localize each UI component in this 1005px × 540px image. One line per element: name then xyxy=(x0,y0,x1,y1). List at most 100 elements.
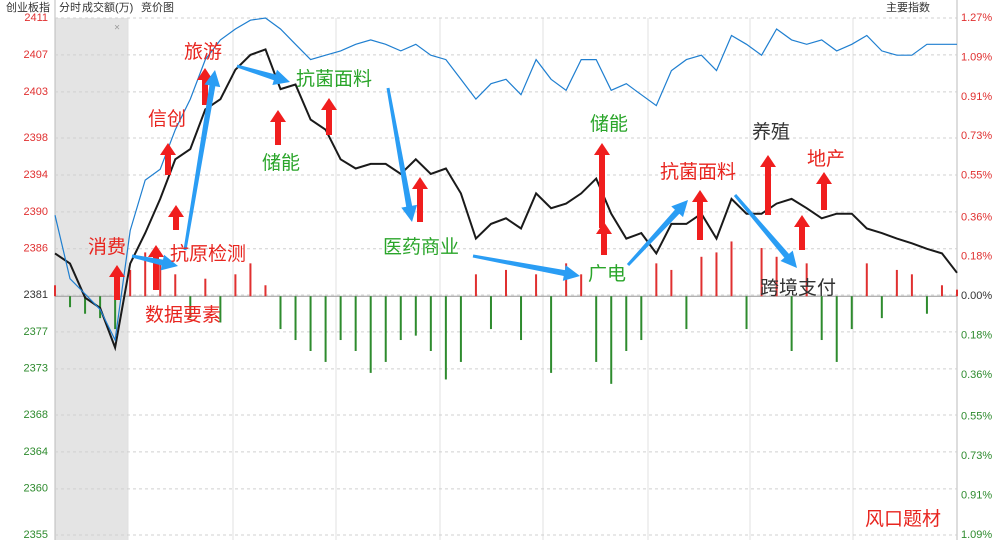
volume-bar xyxy=(865,263,868,297)
annotation: 储能 xyxy=(590,113,628,135)
volume-bar xyxy=(760,248,763,297)
volume-bar xyxy=(835,296,838,362)
volume-bar xyxy=(369,296,372,373)
annotation: 医药商业 xyxy=(383,236,459,258)
y-tick-label: 2394 xyxy=(24,169,48,181)
volume-bar xyxy=(625,296,628,351)
y2-tick-label: 1.27% xyxy=(961,12,992,24)
price-line xyxy=(54,17,957,343)
y2-tick-label: 1.09% xyxy=(961,51,992,63)
volume-bar xyxy=(204,278,207,297)
annotation: 广电 xyxy=(588,263,626,285)
y2-tick-label: 0.18% xyxy=(961,330,992,342)
volume-bar xyxy=(69,296,72,308)
header-label: 创业板指 xyxy=(6,0,50,14)
volume-bar xyxy=(535,274,538,297)
volume-bar xyxy=(414,296,417,336)
red-arrow xyxy=(109,265,125,300)
volume-bar xyxy=(745,296,748,330)
red-arrow xyxy=(692,190,708,240)
volume-bar xyxy=(670,269,673,297)
red-arrow xyxy=(197,68,213,105)
header-label: 成交额(万) xyxy=(82,0,133,14)
volume-bar xyxy=(489,296,492,330)
volume-bar xyxy=(910,274,913,297)
volume-bar xyxy=(429,296,432,351)
annotation: 跨境支付 xyxy=(760,277,836,299)
volume-bar xyxy=(940,285,943,297)
volume-bar xyxy=(715,252,718,297)
volume-bar xyxy=(805,263,808,297)
y-tick-label: 2373 xyxy=(24,363,48,375)
annotation: 数据要素 xyxy=(145,304,221,326)
volume-bar xyxy=(54,285,56,297)
volume-bar xyxy=(399,296,402,341)
volume-bar xyxy=(925,296,928,314)
volume-bar xyxy=(189,296,192,319)
blue-arrow xyxy=(626,200,688,267)
annotation: 风口题材 xyxy=(865,508,941,530)
y2-tick-label: 0.73% xyxy=(961,130,992,142)
y-tick-label: 2360 xyxy=(24,483,48,495)
volume-bar xyxy=(309,296,312,351)
y-tick-label: 2377 xyxy=(24,326,48,338)
volume-bar xyxy=(294,296,297,341)
red-arrow xyxy=(148,245,164,290)
y2-tick-label: 1.09% xyxy=(961,529,992,540)
y-tick-label: 2411 xyxy=(24,12,48,24)
volume-bar xyxy=(895,269,898,297)
red-arrow xyxy=(816,172,832,210)
volume-bar xyxy=(610,296,613,384)
volume-bar xyxy=(790,296,793,351)
y-tick-label: 2368 xyxy=(24,409,48,421)
header-label: 竞价图 xyxy=(141,0,174,14)
volume-bar xyxy=(520,296,523,341)
red-arrow xyxy=(168,205,184,230)
volume-bar xyxy=(84,296,87,314)
blue-arrow xyxy=(131,254,178,271)
red-arrow xyxy=(160,143,176,175)
y2-tick-label: 0.73% xyxy=(961,450,992,462)
volume-bar xyxy=(174,274,177,297)
y2-tick-label: 0.00% xyxy=(961,290,992,302)
y2-tick-label: 0.55% xyxy=(961,170,992,182)
volume-bar xyxy=(144,252,147,297)
volume-bar xyxy=(279,296,282,330)
y2-tick-label: 0.91% xyxy=(961,91,992,103)
header-right[interactable]: 主要指数 xyxy=(886,0,930,14)
volume-bar xyxy=(339,296,342,341)
annotation: 地产 xyxy=(807,148,845,170)
red-arrow xyxy=(760,155,776,215)
volume-bar xyxy=(956,289,958,297)
annotation: 旅游 xyxy=(184,41,222,63)
volume-bar xyxy=(264,285,267,297)
annotation: 抗菌面料 xyxy=(660,161,736,183)
price-line xyxy=(54,48,958,352)
y2-tick-label: 0.91% xyxy=(961,489,992,501)
red-arrow xyxy=(596,222,612,255)
volume-bar xyxy=(249,263,252,297)
volume-bar xyxy=(595,296,598,362)
volume-bar xyxy=(685,296,688,330)
volume-bar xyxy=(459,296,462,362)
volume-bar xyxy=(114,296,117,330)
y-tick-label: 2381 xyxy=(24,289,48,301)
y-tick-label: 2407 xyxy=(24,49,48,61)
annotation: 养殖 xyxy=(752,121,790,143)
volume-bar xyxy=(384,296,387,362)
volume-bar xyxy=(354,296,357,351)
annotation: 消费 xyxy=(88,236,126,258)
volume-bar xyxy=(820,296,823,341)
blue-arrow xyxy=(386,87,418,222)
vertical-grid xyxy=(127,18,854,540)
red-arrow xyxy=(412,177,428,222)
close-icon[interactable]: × xyxy=(114,23,120,34)
volume-bar xyxy=(550,296,553,373)
annotation: 信创 xyxy=(148,108,186,130)
red-arrow xyxy=(270,110,286,145)
volume-bar xyxy=(730,241,733,297)
red-arrow xyxy=(794,215,810,250)
y-tick-label: 2386 xyxy=(24,243,48,255)
y2-tick-label: 0.55% xyxy=(961,411,992,423)
